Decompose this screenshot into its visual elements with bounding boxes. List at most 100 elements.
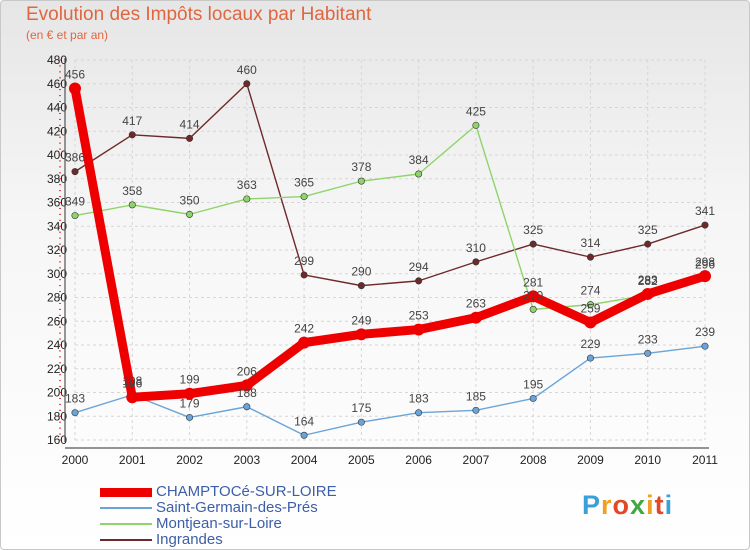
- y-minor-tick: [59, 409, 61, 411]
- data-label: 298: [695, 255, 715, 269]
- data-label: 341: [695, 204, 715, 218]
- y-minor-tick: [59, 207, 61, 209]
- data-label: 363: [237, 178, 257, 192]
- data-label: 270: [523, 288, 543, 302]
- y-minor-tick: [59, 202, 61, 203]
- logo-letter: i: [646, 490, 655, 520]
- y-minor-tick: [59, 83, 61, 85]
- x-tick-label: 2004: [291, 453, 318, 467]
- data-label: 185: [466, 389, 486, 403]
- legend-item: Ingrandes: [100, 532, 337, 548]
- logo-letter: x: [630, 490, 647, 520]
- y-minor-tick: [59, 213, 61, 215]
- y-tick-label: 340: [47, 219, 67, 233]
- data-labels: 386 417 414 460 299 290 294 310 325 314 325 341 349 3…: [65, 63, 715, 429]
- data-point: [300, 193, 308, 201]
- y-minor-tick: [59, 154, 61, 156]
- y-minor-tick: [59, 112, 61, 114]
- y-minor-tick: [59, 362, 61, 364]
- line-chart: 160 180 200 220 240 260 280 300 320 340 360 380 400 4…: [47, 53, 718, 467]
- data-label: 425: [466, 104, 486, 118]
- y-minor-tick: [59, 386, 61, 388]
- y-minor-tick: [59, 237, 61, 239]
- logo-letter: r: [601, 490, 613, 520]
- y-minor-tick: [59, 332, 61, 334]
- data-label: 206: [237, 364, 257, 378]
- y-minor-tick: [59, 243, 61, 245]
- data-point: [240, 379, 253, 392]
- legend-label: CHAMPTOCé-SUR-LOIRE: [156, 483, 337, 500]
- y-minor-tick: [59, 148, 61, 150]
- y-minor-tick: [59, 297, 61, 298]
- data-label: 282: [638, 274, 658, 288]
- y-tick-label: 320: [47, 243, 67, 257]
- logo-letter: t: [654, 490, 665, 520]
- y-minor-tick: [59, 314, 61, 316]
- data-label: 195: [523, 377, 543, 391]
- data-point: [415, 277, 423, 285]
- data-label: 233: [638, 332, 658, 346]
- y-minor-tick: [59, 118, 61, 120]
- data-point: [186, 413, 194, 421]
- y-minor-tick: [59, 433, 61, 435]
- data-label: 414: [180, 117, 200, 131]
- data-label: 281: [523, 275, 543, 289]
- data-point: [529, 240, 537, 248]
- y-minor-tick: [59, 397, 61, 399]
- y-minor-tick: [59, 320, 61, 322]
- data-point: [469, 311, 482, 324]
- x-tick-label: 2002: [176, 453, 203, 467]
- chart-subtitle: (en € et par an): [26, 28, 109, 42]
- data-point: [529, 394, 537, 402]
- data-point: [586, 253, 594, 261]
- y-tick-label: 180: [47, 409, 67, 423]
- data-label: 358: [122, 184, 142, 198]
- y-minor-tick: [59, 142, 61, 144]
- axes: 160 180 200 220 240 260 280 300 320 340 360 380 400 4…: [47, 53, 718, 467]
- data-point: [415, 170, 423, 178]
- data-point: [584, 316, 597, 329]
- y-tick-label: 240: [47, 338, 67, 352]
- y-tick-label: 300: [47, 267, 67, 281]
- legend-item: Saint-Germain-des-Prés: [100, 500, 337, 516]
- legend-item: Montjean-sur-Loire: [100, 516, 337, 532]
- data-label: 249: [351, 313, 371, 327]
- y-minor-tick: [59, 344, 61, 346]
- data-label: 325: [523, 223, 543, 237]
- y-minor-tick: [59, 130, 61, 132]
- y-minor-tick: [59, 225, 61, 227]
- data-label: 378: [351, 160, 371, 174]
- data-label: 239: [695, 325, 715, 339]
- data-label: 175: [351, 401, 371, 415]
- data-point: [69, 82, 81, 95]
- logo-letter: i: [664, 490, 674, 520]
- y-minor-tick: [59, 89, 61, 91]
- series-line-0: [74, 83, 706, 287]
- y-tick-label: 480: [47, 53, 67, 67]
- y-minor-tick: [59, 350, 61, 352]
- data-label: 325: [638, 223, 658, 237]
- data-point: [527, 290, 540, 303]
- data-label: 198: [122, 374, 142, 388]
- y-minor-tick: [59, 380, 61, 382]
- data-label: 350: [180, 193, 200, 207]
- data-label: 229: [580, 337, 600, 351]
- y-minor-tick: [59, 160, 61, 162]
- y-minor-tick: [59, 421, 61, 423]
- legend-swatch: [100, 539, 152, 541]
- x-tick-label: 2000: [62, 453, 89, 467]
- y-tick-label: 400: [47, 148, 67, 162]
- y-minor-tick: [59, 219, 61, 221]
- data-point: [357, 177, 365, 185]
- legend-swatch: [100, 507, 152, 509]
- data-point: [355, 328, 368, 341]
- data-label: 290: [351, 265, 371, 279]
- data-label: 310: [466, 241, 486, 255]
- series-line-2: [74, 345, 706, 436]
- data-point: [701, 342, 709, 350]
- y-minor-tick: [59, 59, 61, 61]
- y-minor-tick: [59, 267, 61, 269]
- data-point: [701, 221, 709, 229]
- y-minor-tick: [59, 190, 61, 192]
- y-minor-tick: [59, 291, 61, 293]
